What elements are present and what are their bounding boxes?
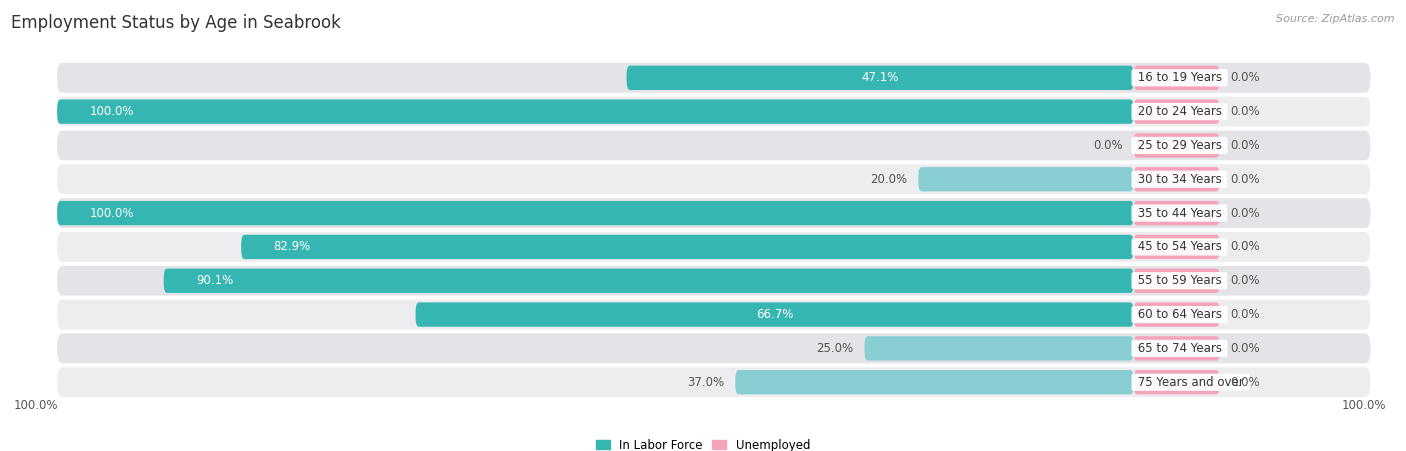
Text: 35 to 44 Years: 35 to 44 Years — [1133, 207, 1225, 220]
Text: 60 to 64 Years: 60 to 64 Years — [1133, 308, 1226, 321]
Text: 37.0%: 37.0% — [688, 376, 724, 389]
Text: 0.0%: 0.0% — [1230, 308, 1260, 321]
FancyBboxPatch shape — [58, 164, 1371, 194]
Text: 0.0%: 0.0% — [1230, 71, 1260, 84]
FancyBboxPatch shape — [416, 302, 1133, 327]
Text: 100.0%: 100.0% — [14, 399, 59, 412]
FancyBboxPatch shape — [58, 99, 1133, 124]
FancyBboxPatch shape — [1133, 235, 1220, 259]
FancyBboxPatch shape — [58, 334, 1371, 364]
Text: 90.1%: 90.1% — [195, 274, 233, 287]
FancyBboxPatch shape — [1133, 167, 1220, 191]
Text: 75 Years and over: 75 Years and over — [1133, 376, 1247, 389]
Legend: In Labor Force, Unemployed: In Labor Force, Unemployed — [591, 434, 815, 451]
Text: 45 to 54 Years: 45 to 54 Years — [1133, 240, 1225, 253]
Text: 25 to 29 Years: 25 to 29 Years — [1133, 139, 1226, 152]
FancyBboxPatch shape — [865, 336, 1133, 361]
Text: 20 to 24 Years: 20 to 24 Years — [1133, 105, 1226, 118]
Text: 47.1%: 47.1% — [862, 71, 898, 84]
Text: 55 to 59 Years: 55 to 59 Years — [1133, 274, 1225, 287]
FancyBboxPatch shape — [1133, 65, 1220, 90]
Text: 0.0%: 0.0% — [1230, 342, 1260, 355]
FancyBboxPatch shape — [58, 130, 1371, 160]
Text: 0.0%: 0.0% — [1230, 376, 1260, 389]
FancyBboxPatch shape — [58, 198, 1371, 228]
Text: Source: ZipAtlas.com: Source: ZipAtlas.com — [1277, 14, 1395, 23]
Text: 20.0%: 20.0% — [870, 173, 907, 186]
Text: 0.0%: 0.0% — [1230, 173, 1260, 186]
Text: 25.0%: 25.0% — [817, 342, 853, 355]
Text: 0.0%: 0.0% — [1230, 105, 1260, 118]
FancyBboxPatch shape — [242, 235, 1133, 259]
Text: 0.0%: 0.0% — [1230, 240, 1260, 253]
Text: 0.0%: 0.0% — [1230, 207, 1260, 220]
FancyBboxPatch shape — [163, 268, 1133, 293]
FancyBboxPatch shape — [1133, 370, 1220, 394]
FancyBboxPatch shape — [627, 65, 1133, 90]
Text: 0.0%: 0.0% — [1230, 274, 1260, 287]
FancyBboxPatch shape — [58, 232, 1371, 262]
FancyBboxPatch shape — [58, 201, 1133, 225]
FancyBboxPatch shape — [1133, 336, 1220, 361]
Text: 0.0%: 0.0% — [1094, 139, 1123, 152]
FancyBboxPatch shape — [58, 266, 1371, 296]
FancyBboxPatch shape — [918, 167, 1133, 191]
FancyBboxPatch shape — [58, 367, 1371, 397]
FancyBboxPatch shape — [1133, 99, 1220, 124]
Text: 0.0%: 0.0% — [1230, 139, 1260, 152]
FancyBboxPatch shape — [1133, 268, 1220, 293]
FancyBboxPatch shape — [1133, 302, 1220, 327]
Text: 100.0%: 100.0% — [90, 105, 134, 118]
Text: 100.0%: 100.0% — [90, 207, 134, 220]
Text: 65 to 74 Years: 65 to 74 Years — [1133, 342, 1226, 355]
FancyBboxPatch shape — [58, 300, 1371, 329]
Text: Employment Status by Age in Seabrook: Employment Status by Age in Seabrook — [11, 14, 342, 32]
Text: 82.9%: 82.9% — [274, 240, 311, 253]
FancyBboxPatch shape — [1133, 201, 1220, 225]
Text: 30 to 34 Years: 30 to 34 Years — [1133, 173, 1225, 186]
Text: 66.7%: 66.7% — [756, 308, 793, 321]
FancyBboxPatch shape — [58, 97, 1371, 126]
Text: 16 to 19 Years: 16 to 19 Years — [1133, 71, 1226, 84]
Text: 100.0%: 100.0% — [1343, 399, 1386, 412]
FancyBboxPatch shape — [58, 63, 1371, 92]
FancyBboxPatch shape — [735, 370, 1133, 394]
FancyBboxPatch shape — [1133, 133, 1220, 157]
